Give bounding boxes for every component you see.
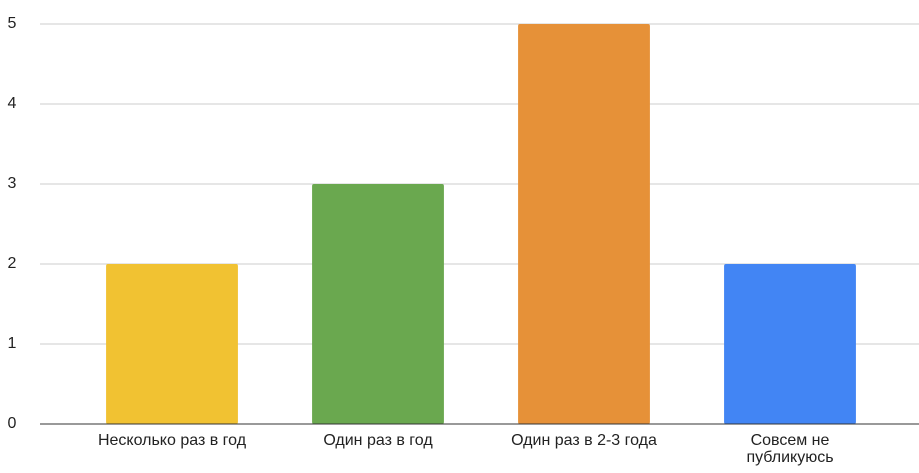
bar: [312, 184, 444, 424]
x-tick-label: Один раз в 2-3 года: [511, 432, 657, 449]
y-tick-label: 3: [8, 175, 17, 192]
x-tick-label: Несколько раз в год: [97, 432, 247, 449]
bar: [518, 24, 650, 424]
y-tick-label: 2: [8, 255, 17, 272]
y-tick-label: 5: [8, 15, 17, 32]
y-tick-label: 1: [8, 335, 17, 352]
bar: [106, 264, 238, 424]
bar: [724, 264, 856, 424]
y-tick-label: 4: [8, 95, 17, 112]
x-tick-label: Совсем не публикуюсь: [746, 432, 834, 466]
y-tick-label: 0: [8, 415, 17, 432]
x-tick-label: Один раз в год: [323, 432, 433, 449]
